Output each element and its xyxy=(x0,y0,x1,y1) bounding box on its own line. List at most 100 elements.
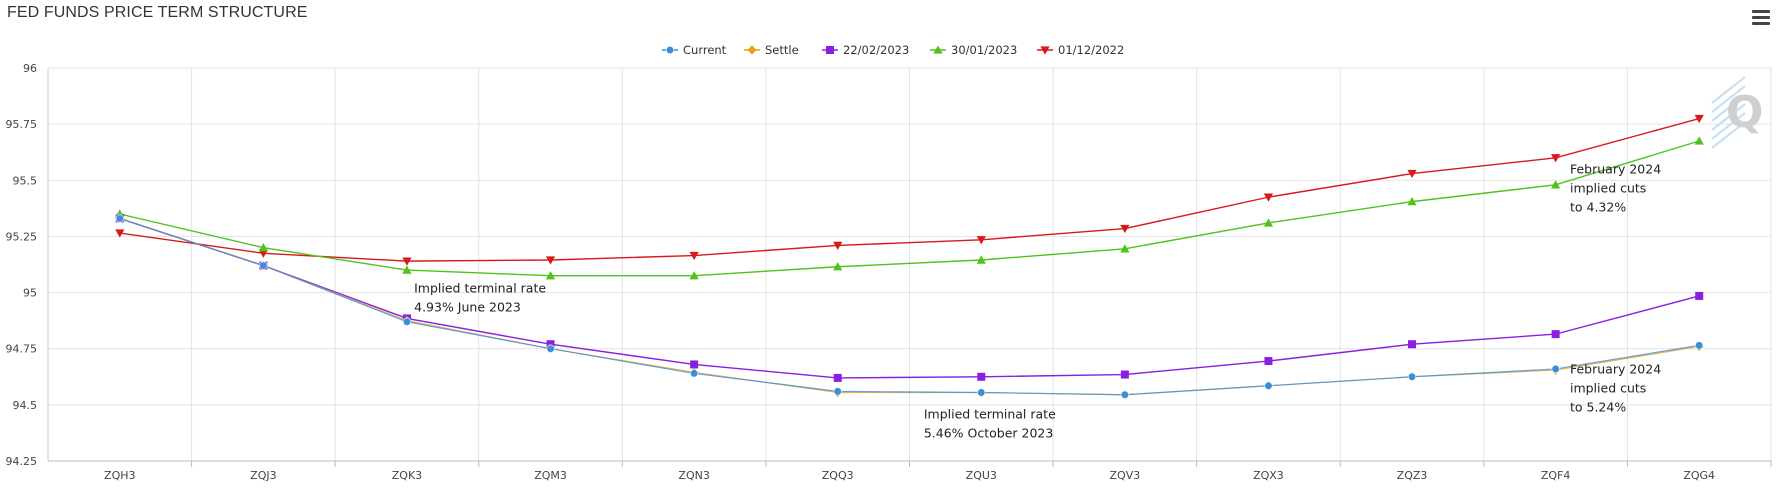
data-point-current[interactable] xyxy=(1551,364,1560,374)
legend-marker[interactable] xyxy=(933,45,943,54)
data-point-01-12-2022[interactable] xyxy=(258,249,268,258)
annotation-line: to 4.32% xyxy=(1570,200,1626,215)
series-01-12-2022 xyxy=(115,114,1704,266)
legend-label: 01/12/2022 xyxy=(1058,43,1124,57)
data-point-22-02-2023[interactable] xyxy=(1408,340,1417,349)
legend-label: 22/02/2023 xyxy=(843,43,909,57)
data-point-30-01-2023[interactable] xyxy=(1120,244,1130,253)
annotation-feb-upper: February 2024 implied cuts to 4.32% xyxy=(1570,162,1661,215)
legend-marker[interactable] xyxy=(747,45,757,55)
data-point-30-01-2023[interactable] xyxy=(258,243,268,252)
hamburger-menu-icon[interactable] xyxy=(1752,10,1770,26)
data-point-01-12-2022[interactable] xyxy=(1263,193,1274,202)
annotation-line: Implied terminal rate xyxy=(924,406,1056,421)
x-tick-label: ZQF4 xyxy=(1541,469,1571,482)
annotation-feb-lower: February 2024 implied cuts to 5.24% xyxy=(1570,361,1661,414)
legend-item-22-02-2023[interactable]: 22/02/2023 xyxy=(822,43,909,57)
data-point-30-01-2023[interactable] xyxy=(1694,136,1704,145)
data-point-22-02-2023[interactable] xyxy=(690,360,699,369)
annotation-line: to 5.24% xyxy=(1570,399,1626,414)
y-tick-label: 95.5 xyxy=(13,174,38,187)
x-tick-label: ZQM3 xyxy=(534,469,567,482)
data-point-current[interactable] xyxy=(1407,372,1417,381)
x-tick-label: ZQV3 xyxy=(1110,469,1141,482)
data-point-01-12-2022[interactable] xyxy=(115,229,125,238)
data-point-current[interactable] xyxy=(115,214,124,223)
data-point-22-02-2023[interactable] xyxy=(1695,291,1704,300)
data-point-current[interactable] xyxy=(833,387,842,396)
data-point-30-01-2023[interactable] xyxy=(976,255,986,264)
watermark: Q xyxy=(1711,76,1763,149)
annotation-line: 5.46% October 2023 xyxy=(924,425,1054,440)
y-tick-label: 95 xyxy=(23,287,37,300)
y-tick-label: 94.5 xyxy=(13,399,38,412)
grid xyxy=(47,67,1772,462)
chart-title: FED FUNDS PRICE TERM STRUCTURE xyxy=(7,4,308,21)
data-point-01-12-2022[interactable] xyxy=(1120,224,1130,234)
annotation-line: implied cuts xyxy=(1570,380,1646,395)
data-point-01-12-2022[interactable] xyxy=(1407,169,1417,179)
data-point-01-12-2022[interactable] xyxy=(689,251,699,261)
x-tick-label: ZQQ3 xyxy=(822,469,854,482)
data-point-30-01-2023[interactable] xyxy=(545,271,556,280)
data-point-30-01-2023[interactable] xyxy=(1551,180,1561,189)
data-point-01-12-2022[interactable] xyxy=(833,241,843,251)
legend-marker[interactable] xyxy=(665,45,675,55)
series-line-01-12-2022 xyxy=(119,117,1700,262)
y-tick-label: 94.25 xyxy=(6,455,38,468)
series-line-30-01-2023 xyxy=(119,140,1700,277)
data-point-30-01-2023[interactable] xyxy=(402,265,412,274)
series-30-01-2023 xyxy=(115,136,1704,280)
x-tick-label: ZQU3 xyxy=(966,469,997,482)
legend-marker[interactable] xyxy=(826,46,834,54)
data-point-current[interactable] xyxy=(690,369,699,378)
legend-item-01-12-2022[interactable]: 01/12/2022 xyxy=(1037,43,1124,57)
data-point-22-02-2023[interactable] xyxy=(1551,330,1560,339)
annotation-line: February 2024 xyxy=(1570,361,1661,376)
data-point-01-12-2022[interactable] xyxy=(976,236,986,245)
watermark-text: Q xyxy=(1726,87,1763,138)
legend-item-30-01-2023[interactable]: 30/01/2023 xyxy=(930,43,1017,57)
data-point-current[interactable] xyxy=(1264,381,1273,390)
legend-marker[interactable] xyxy=(1040,46,1050,55)
annotation-line: implied cuts xyxy=(1570,181,1646,196)
data-point-22-02-2023[interactable] xyxy=(833,373,842,382)
x-tick-label: ZQG4 xyxy=(1683,469,1715,482)
x-tick-label: ZQJ3 xyxy=(250,469,276,482)
legend-label: Settle xyxy=(765,43,799,57)
legend-label: 30/01/2023 xyxy=(951,43,1017,57)
y-tick-label: 95.75 xyxy=(6,118,38,131)
legend-label: Current xyxy=(683,43,727,57)
legend-item-settle[interactable]: Settle xyxy=(744,43,799,57)
data-point-30-01-2023[interactable] xyxy=(689,271,699,280)
data-point-01-12-2022[interactable] xyxy=(1551,154,1561,163)
data-point-current[interactable] xyxy=(546,344,555,353)
data-point-current[interactable] xyxy=(402,317,412,326)
legend-item-current[interactable]: Current xyxy=(662,43,727,57)
data-point-01-12-2022[interactable] xyxy=(1694,114,1704,124)
data-point-22-02-2023[interactable] xyxy=(977,372,986,381)
axes: 94.25 94.5 94.75 95 95.25 95.5 95.75 96 ZQH3 ZQJ3… xyxy=(6,62,1772,482)
annotation-line: Implied terminal rate xyxy=(414,281,546,296)
annotation-line: 4.93% June 2023 xyxy=(414,300,521,315)
y-tick-label: 96 xyxy=(23,62,37,75)
y-tick-label: 95.25 xyxy=(6,230,38,243)
data-point-22-02-2023[interactable] xyxy=(1264,357,1273,366)
annotation-june: Implied terminal rate 4.93% June 2023 xyxy=(414,281,546,315)
data-point-01-12-2022[interactable] xyxy=(402,257,412,266)
data-point-30-01-2023[interactable] xyxy=(833,262,843,271)
data-point-01-12-2022[interactable] xyxy=(545,256,556,265)
series-layer xyxy=(115,114,1704,400)
data-point-30-01-2023[interactable] xyxy=(1407,197,1417,206)
data-point-30-01-2023[interactable] xyxy=(1263,218,1274,227)
data-point-current[interactable] xyxy=(259,261,268,270)
series-current xyxy=(115,214,1704,399)
data-point-current[interactable] xyxy=(1120,390,1129,399)
data-point-current[interactable] xyxy=(1695,341,1704,350)
annotation-line: February 2024 xyxy=(1570,162,1661,177)
x-tick-label: ZQZ3 xyxy=(1397,469,1428,482)
x-tick-label: ZQX3 xyxy=(1253,469,1284,482)
data-point-current[interactable] xyxy=(977,388,986,397)
data-point-22-02-2023[interactable] xyxy=(1120,370,1129,379)
